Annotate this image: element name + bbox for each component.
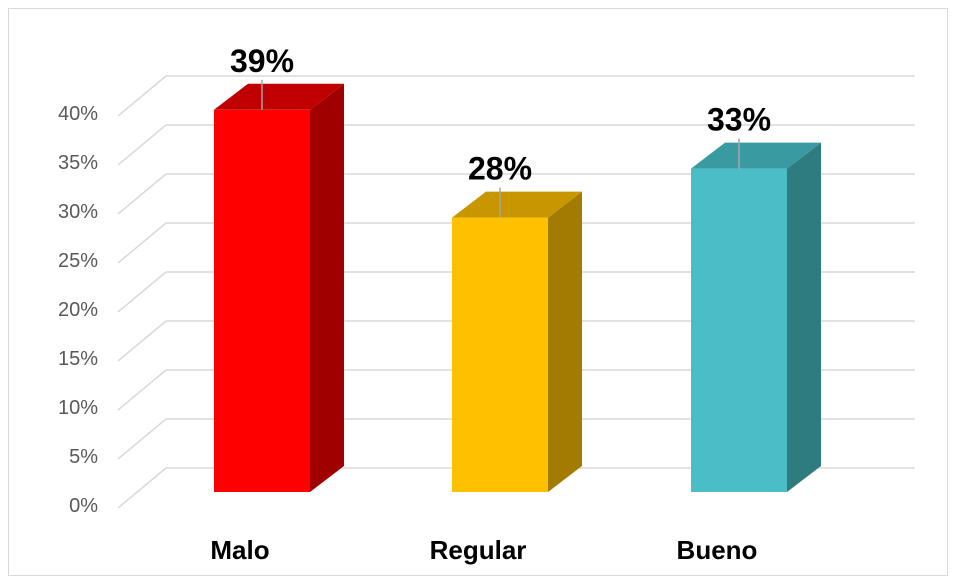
data-label-malo: 39%: [230, 43, 294, 79]
gridline-diagonal: [117, 467, 167, 509]
bar-bueno: [691, 138, 821, 492]
bar-front-face: [691, 168, 787, 492]
bar-top-face: [452, 191, 582, 218]
bar-top-face: [691, 142, 821, 169]
bar-front-face: [214, 109, 310, 493]
gridline-diagonal: [117, 418, 167, 460]
x-category-label: Bueno: [677, 535, 758, 565]
bar-regular: [452, 187, 582, 492]
gridline-diagonal: [117, 124, 167, 166]
bar-side-face: [310, 83, 344, 493]
gridline-diagonal: [117, 369, 167, 411]
gridline: [117, 75, 915, 117]
y-tick-label: 10%: [58, 397, 98, 419]
bars: [214, 79, 821, 493]
y-tick-label: 40%: [58, 103, 98, 125]
y-tick-label: 25%: [58, 250, 98, 272]
data-label-bueno: 33%: [707, 102, 771, 138]
y-axis-ticks: 0% 5% 10% 15% 20% 25% 30% 35% 40%: [58, 103, 98, 517]
x-axis-categories: Malo Regular Bueno: [210, 535, 757, 565]
data-label-regular: 28%: [468, 151, 532, 187]
gridline-diagonal: [117, 75, 167, 117]
y-tick-label: 5%: [69, 446, 98, 468]
bar-malo: [214, 79, 344, 493]
x-category-label: Regular: [430, 535, 527, 565]
y-tick-label: 20%: [58, 299, 98, 321]
bar-front-face: [452, 217, 548, 492]
x-category-label: Malo: [210, 535, 269, 565]
bar-side-face: [548, 191, 582, 492]
gridline-diagonal: [117, 222, 167, 264]
gridline-diagonal: [117, 271, 167, 313]
bar-side-face: [787, 142, 821, 492]
y-tick-label: 0%: [69, 495, 98, 517]
y-tick-label: 30%: [58, 201, 98, 223]
y-tick-label: 15%: [58, 348, 98, 370]
gridline-diagonal: [117, 173, 167, 215]
bar-top-face: [214, 83, 344, 110]
gridline-diagonal: [117, 320, 167, 362]
y-tick-label: 35%: [58, 152, 98, 174]
data-labels: 39% 28% 33%: [230, 43, 771, 187]
